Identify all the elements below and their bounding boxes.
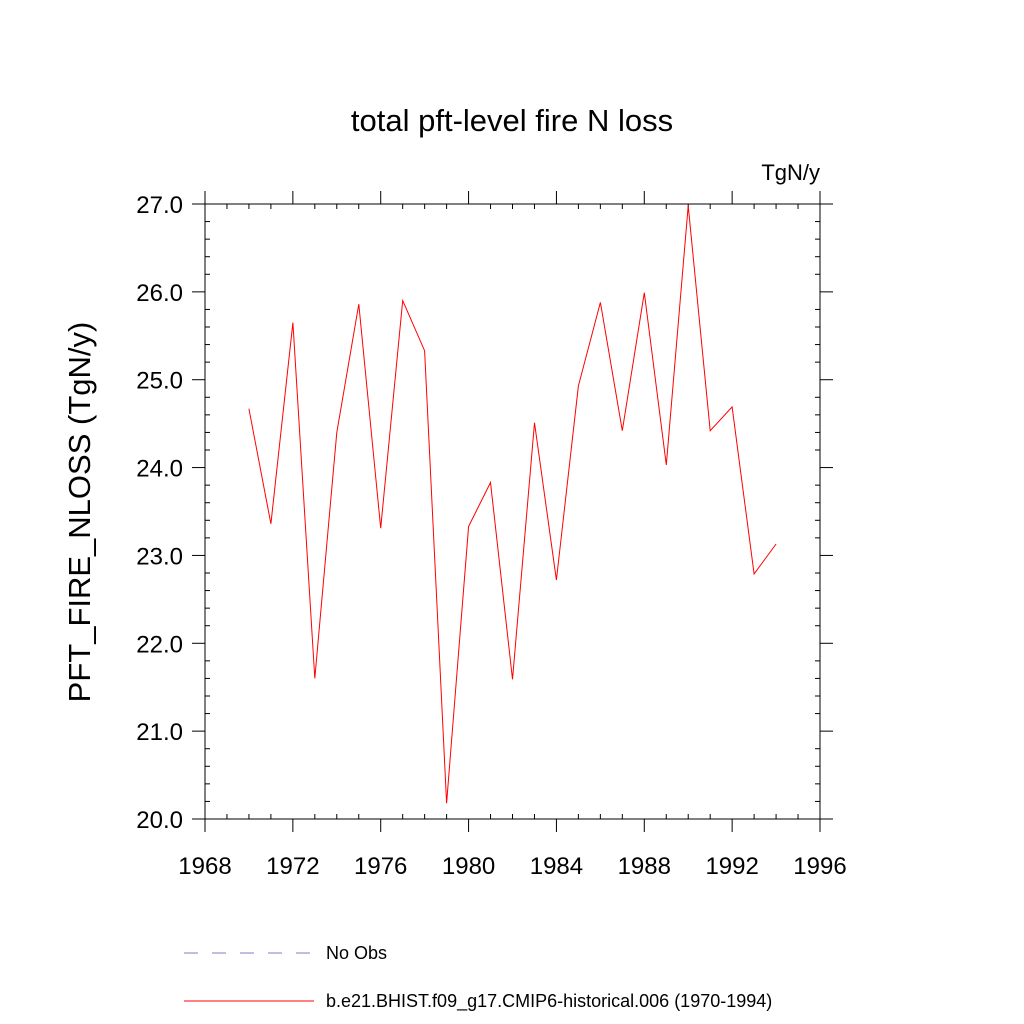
y-tick-label: 20.0 — [136, 807, 183, 834]
y-tick-label: 27.0 — [136, 192, 183, 219]
plot-frame — [204, 203, 821, 820]
chart-title: total pft-level fire N loss — [351, 103, 673, 138]
y-tick-label: 21.0 — [136, 719, 183, 746]
x-tick-label: 1968 — [178, 853, 231, 880]
x-tick-label: 1984 — [530, 853, 583, 880]
x-tick-label: 1992 — [705, 853, 758, 880]
x-tick-label: 1988 — [618, 853, 671, 880]
axis-ticks: 1968 1972 1976 1980 1984 1988 1992 1996 20.0 21.0… — [136, 191, 847, 880]
x-tick-label: 1972 — [266, 853, 319, 880]
series-layer — [248, 205, 777, 804]
y-axis-label: PFT_FIRE_NLOSS (TgN/y) — [62, 322, 97, 703]
x-tick-label: 1996 — [793, 853, 846, 880]
legend: No Obs b.e21.BHIST.f09_g17.CMIP6-histori… — [184, 943, 772, 1012]
legend-no-obs-label: No Obs — [326, 943, 387, 963]
legend-series-label: b.e21.BHIST.f09_g17.CMIP6-historical.006… — [326, 991, 772, 1012]
units-label: TgN/y — [761, 160, 820, 185]
series-line — [248, 205, 777, 804]
y-tick-label: 22.0 — [136, 631, 183, 658]
x-tick-label: 1976 — [354, 853, 407, 880]
x-tick-label: 1980 — [442, 853, 495, 880]
y-tick-label: 23.0 — [136, 543, 183, 570]
y-tick-label: 26.0 — [136, 280, 183, 307]
y-tick-label: 24.0 — [136, 456, 183, 483]
y-tick-label: 25.0 — [136, 368, 183, 395]
